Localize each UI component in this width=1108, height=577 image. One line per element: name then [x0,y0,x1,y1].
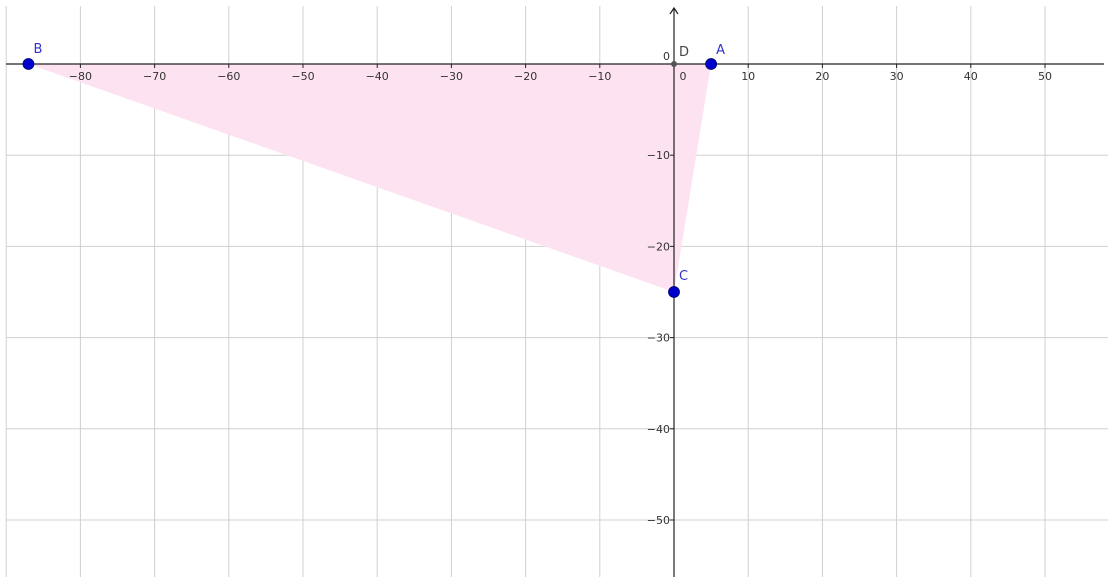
x-tick-label: −20 [514,70,537,83]
y-tick-label: −30 [647,332,670,345]
point-c-marker[interactable] [668,286,680,298]
y-tick-label: −50 [647,514,670,527]
point-c-label: C [679,269,688,284]
x-tick-label: −50 [291,70,314,83]
x-tick-label: −40 [366,70,389,83]
point-c[interactable]: C [668,269,689,298]
x-tick-label: 20 [815,70,829,83]
x-tick-label: 50 [1038,70,1052,83]
tick-labels: −80 −70 −60 −50 −40 −30 −20 −10 0 10 20 30 40 50 0 −10 −… [69,50,1052,527]
point-b-label: B [33,42,42,57]
triangle-abc[interactable] [28,64,712,292]
point-b[interactable]: B [22,42,42,70]
point-b-marker[interactable] [22,58,35,70]
x-tick-label: 30 [890,70,904,83]
point-a-label: A [716,43,725,58]
y-tick-label: −10 [647,149,670,162]
x-tick-label: −80 [69,70,92,83]
x-tick-label: −10 [588,70,611,83]
x-tick-label: 0 [680,70,687,83]
y-tick-label: 0 [663,50,670,63]
x-tick-label: 40 [964,70,978,83]
point-a-marker[interactable] [705,58,717,70]
point-d-label: D [679,45,689,60]
polygon-layer [28,64,712,292]
point-d[interactable]: D [671,45,689,67]
x-tick-label: −70 [143,70,166,83]
x-tick-label: −60 [217,70,240,83]
points-layer: A B C D [22,42,726,298]
x-tick-label: 10 [741,70,755,83]
point-d-marker[interactable] [671,61,677,67]
y-axis-arrow-icon [669,6,679,15]
y-tick-label: −20 [647,240,670,253]
y-tick-label: −40 [647,423,670,436]
x-tick-label: −30 [440,70,463,83]
point-a[interactable]: A [705,43,726,70]
